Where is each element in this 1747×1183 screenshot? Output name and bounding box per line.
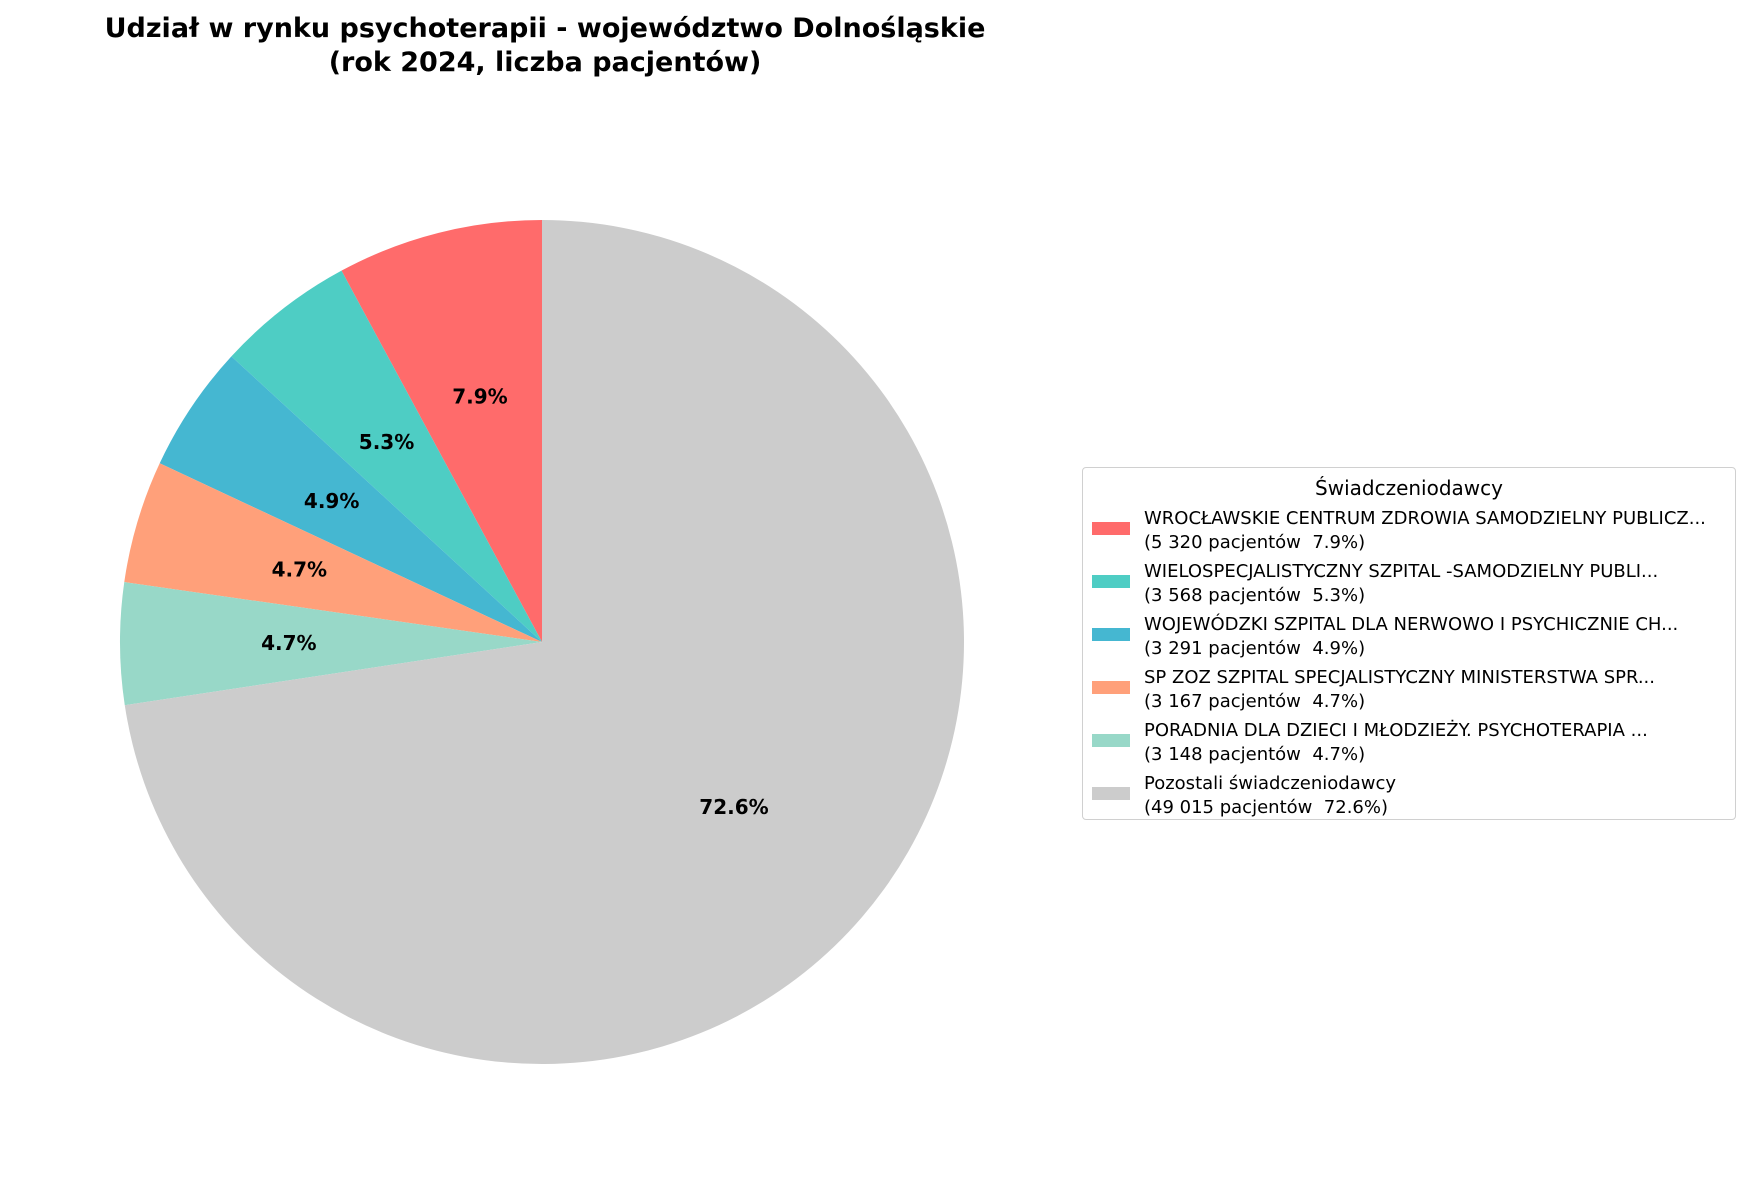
legend-detail-5: (3 148 pacjentów 4.7%) [1144, 744, 1366, 765]
pie-slice-6 [124, 220, 964, 1065]
legend-label-3: WOJEWÓDZKI SZPITAL DLA NERWOWO I PSYCHIC… [1144, 614, 1679, 635]
legend-swatch-4 [1092, 681, 1130, 694]
legend-label-1: WROCŁAWSKIE CENTRUM ZDROWIA SAMODZIELNY … [1144, 508, 1706, 529]
pie-percent-label-5: 4.7% [261, 631, 316, 655]
chart-title: Udział w rynku psychoterapii - województ… [0, 12, 1090, 80]
pie-slice-3 [159, 356, 542, 642]
legend-item-6: Pozostali świadczeniodawcy (49 015 pacjen… [1083, 772, 1735, 824]
legend-item-1: WROCŁAWSKIE CENTRUM ZDROWIA SAMODZIELNY … [1083, 507, 1735, 559]
legend-text-3: WOJEWÓDZKI SZPITAL DLA NERWOWO I PSYCHIC… [1144, 613, 1678, 661]
pie-percent-label-3: 4.9% [304, 489, 359, 513]
legend-label-4: SP ZOZ SZPITAL SPECJALISTYCZNY MINISTERS… [1144, 667, 1656, 688]
pie-chart: 7.9% 5.3% 4.9% 4.7% 4.7% 72.6% [119, 220, 964, 1065]
pie-percent-label-1: 7.9% [452, 385, 507, 409]
pie-percent-label-2: 5.3% [359, 430, 414, 454]
legend-swatch-3 [1092, 628, 1130, 641]
pie-slice-5 [119, 582, 542, 706]
pie-slice-1 [341, 220, 542, 642]
pie-percent-label-4: 4.7% [272, 558, 327, 582]
legend-detail-2: (3 568 pacjentów 5.3%) [1144, 585, 1366, 606]
legend-text-6: Pozostali świadczeniodawcy (49 015 pacjen… [1144, 772, 1396, 820]
legend-label-2: WIELOSPECJALISTYCZNY SZPITAL -SAMODZIELN… [1144, 561, 1659, 582]
pie-percent-label-6: 72.6% [699, 795, 768, 819]
legend-text-4: SP ZOZ SZPITAL SPECJALISTYCZNY MINISTERS… [1144, 666, 1655, 714]
legend-title: Świadczeniodawcy [1315, 476, 1503, 500]
legend-text-1: WROCŁAWSKIE CENTRUM ZDROWIA SAMODZIELNY … [1144, 507, 1706, 555]
legend-item-4: SP ZOZ SZPITAL SPECJALISTYCZNY MINISTERS… [1083, 666, 1735, 718]
pie-slice-2 [231, 270, 542, 642]
pie-slices [119, 220, 964, 1065]
chart-title-line-2: (rok 2024, liczba pacjentów) [328, 47, 762, 78]
pie-percent-labels: 7.9% 5.3% 4.9% 4.7% 4.7% 72.6% [261, 385, 769, 820]
legend-swatch-6 [1092, 787, 1130, 800]
legend-detail-4: (3 167 pacjentów 4.7%) [1144, 691, 1366, 712]
legend-label-5: PORADNIA DLA DZIECI I MŁODZIEŻY. PSYCHOT… [1144, 720, 1648, 741]
legend-swatch-1 [1092, 522, 1130, 535]
legend-text-2: WIELOSPECJALISTYCZNY SZPITAL -SAMODZIELN… [1144, 560, 1658, 608]
legend-detail-3: (3 291 pacjentów 4.9%) [1144, 638, 1366, 659]
legend-label-6: Pozostali świadczeniodawcy [1144, 773, 1396, 794]
legend-item-2: WIELOSPECJALISTYCZNY SZPITAL -SAMODZIELN… [1083, 560, 1735, 612]
legend-item-3: WOJEWÓDZKI SZPITAL DLA NERWOWO I PSYCHIC… [1083, 613, 1735, 665]
legend-swatch-2 [1092, 575, 1130, 588]
legend-text-5: PORADNIA DLA DZIECI I MŁODZIEŻY. PSYCHOT… [1144, 719, 1648, 767]
legend-swatch-5 [1092, 734, 1130, 747]
legend-detail-6: (49 015 pacjentów 72.6%) [1144, 797, 1389, 818]
legend-detail-1: (5 320 pacjentów 7.9%) [1144, 532, 1366, 553]
chart-title-line-1: Udział w rynku psychoterapii - województ… [104, 13, 986, 44]
legend-item-5: PORADNIA DLA DZIECI I MŁODZIEŻY. PSYCHOT… [1083, 719, 1735, 771]
pie-slice-4 [124, 463, 542, 642]
legend: Świadczeniodawcy WROCŁAWSKIE CENTRUM ZDR… [1082, 467, 1736, 820]
